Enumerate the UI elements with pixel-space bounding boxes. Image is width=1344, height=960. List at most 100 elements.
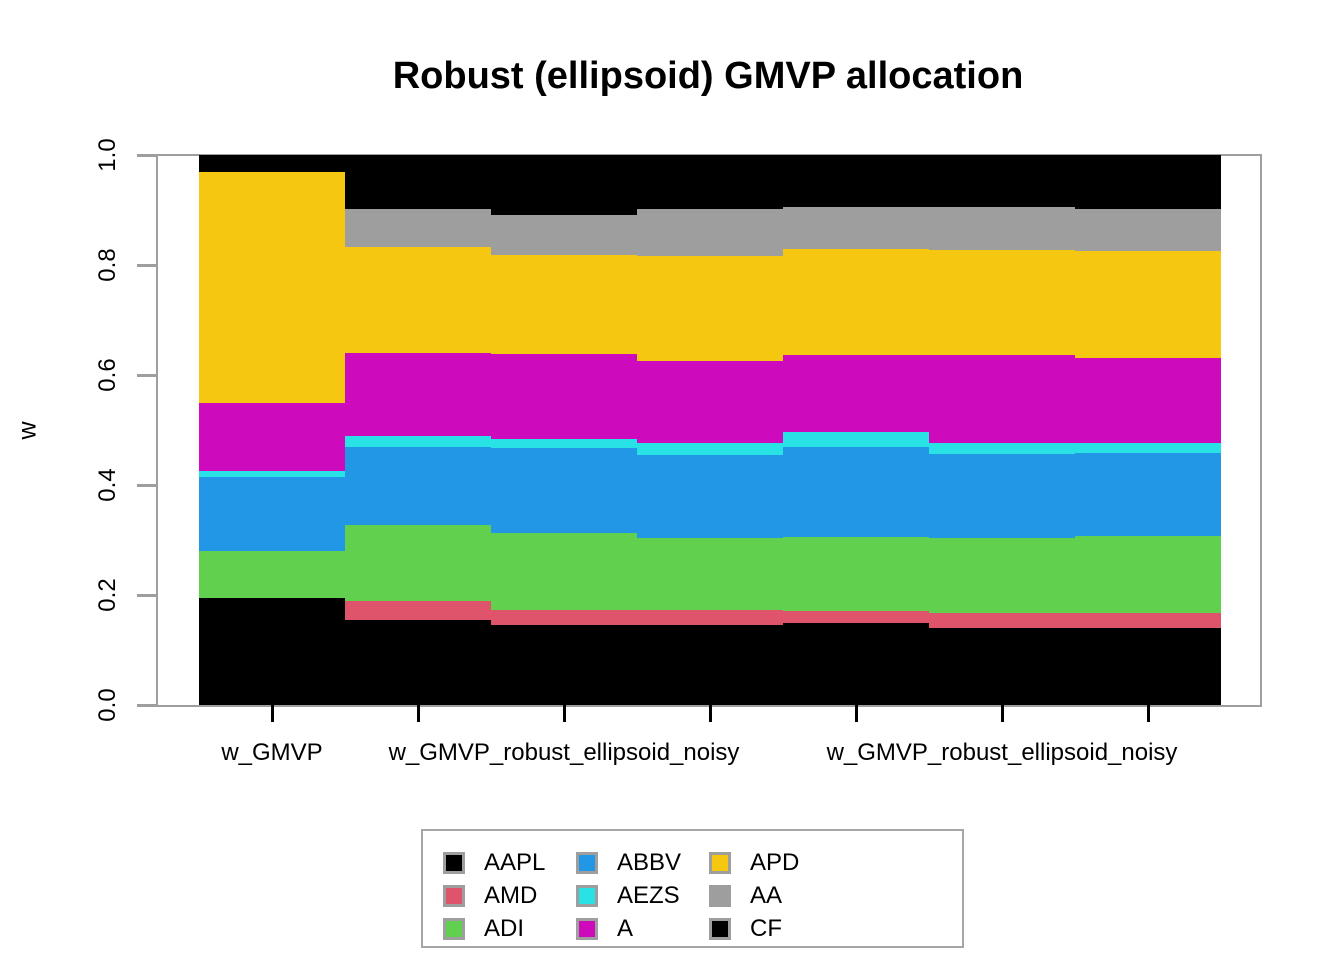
bar-segment-abbv	[929, 454, 1075, 538]
bar-segment-a	[637, 361, 783, 443]
bar-segment-amd	[1075, 613, 1221, 628]
bar-segment-aapl	[491, 625, 637, 705]
bar-segment-cf	[929, 155, 1075, 207]
legend-item-aapl: AAPL	[443, 849, 576, 877]
legend-label: APD	[750, 848, 800, 876]
bar-segment-adi	[1075, 536, 1221, 613]
x-tick	[709, 705, 712, 722]
chart-title: Robust (ellipsoid) GMVP allocation	[392, 55, 1024, 97]
y-tick	[137, 154, 157, 157]
legend-label: ADI	[484, 914, 525, 942]
y-tick-label: 0.2	[94, 578, 121, 612]
bar-segment-a	[199, 403, 345, 471]
bar-segment-a	[1075, 358, 1221, 443]
bar-segment-a	[491, 354, 637, 439]
legend-swatch-cf	[709, 917, 731, 940]
bar-segment-aa	[345, 209, 491, 247]
bar-segment-apd	[929, 250, 1075, 355]
bar-segment-cf	[1075, 155, 1221, 209]
legend-label: ABBV	[617, 848, 682, 876]
bar-segment-aezs	[491, 439, 637, 448]
bar-segment-aapl	[637, 625, 783, 705]
legend-swatch-aapl	[443, 851, 465, 874]
legend-swatch-aa	[709, 884, 731, 907]
bar-segment-amd	[929, 613, 1075, 628]
bar-segment-cf	[783, 155, 929, 207]
x-tick-label: w_GMVP_robust_ellipsoid_noisy	[826, 739, 1178, 766]
bar-segment-amd	[345, 601, 491, 620]
y-tick	[137, 594, 157, 597]
bar-segment-aapl	[929, 628, 1075, 705]
x-tick	[417, 705, 420, 722]
bar-segment-abbv	[199, 477, 345, 551]
legend-item-aezs: AEZS	[576, 882, 709, 910]
bar-segment-a	[345, 353, 491, 436]
bar-segment-aezs	[783, 432, 929, 447]
y-tick	[137, 264, 157, 267]
bar-segment-adi	[783, 537, 929, 611]
y-tick-label: 0.4	[94, 468, 121, 502]
bar-segment-apd	[1075, 251, 1221, 358]
y-tick-label: 1.0	[94, 138, 121, 172]
y-axis-title: w	[13, 421, 42, 440]
bar-segment-aa	[1075, 209, 1221, 251]
bar-segment-apd	[345, 247, 491, 353]
legend-grid: AAPL AMD ADI ABBV AEZS A APD AA CF	[443, 846, 842, 945]
bar-segment-apd	[783, 249, 929, 355]
bar-segment-adi	[491, 533, 637, 610]
y-tick	[137, 704, 157, 707]
legend-swatch-amd	[443, 884, 465, 907]
bar-segment-aezs	[199, 471, 345, 477]
legend-swatch-abbv	[576, 851, 598, 874]
legend-swatch-adi	[443, 917, 465, 940]
y-tick	[137, 484, 157, 487]
x-tick	[563, 705, 566, 722]
legend-item-a: A	[576, 915, 709, 943]
bar-segment-aezs	[637, 443, 783, 455]
legend-label: AMD	[484, 881, 538, 909]
bar-segment-adi	[345, 525, 491, 601]
y-tick-label: 0.8	[94, 248, 121, 282]
bar-segment-aezs	[929, 443, 1075, 454]
y-tick-label: 0.0	[94, 688, 121, 722]
x-tick	[1001, 705, 1004, 722]
bar-segment-adi	[929, 538, 1075, 613]
legend-label: AA	[750, 881, 783, 909]
bar-segment-aa	[491, 215, 637, 255]
bar-segment-a	[929, 355, 1075, 443]
bar-segment-apd	[637, 256, 783, 361]
legend-swatch-apd	[709, 851, 731, 874]
legend-item-amd: AMD	[443, 882, 576, 910]
bar-segment-aapl	[783, 623, 929, 705]
bar-segment-cf	[491, 155, 637, 215]
bar-segment-abbv	[345, 447, 491, 525]
legend-label: A	[617, 914, 634, 942]
bar-segment-aa	[637, 209, 783, 256]
legend-item-adi: ADI	[443, 915, 576, 943]
bar-segment-cf	[345, 155, 491, 209]
bar-segment-cf	[199, 155, 345, 172]
y-tick	[137, 374, 157, 377]
x-tick-label: w_GMVP	[221, 739, 323, 766]
bar-segment-aezs	[345, 436, 491, 447]
legend-label: CF	[750, 914, 782, 942]
legend-swatch-aezs	[576, 884, 598, 907]
bar-segment-apd	[199, 172, 345, 403]
bar-segment-aa	[929, 207, 1075, 250]
x-tick	[1147, 705, 1150, 722]
legend: AAPL AMD ADI ABBV AEZS A APD AA CF	[421, 829, 964, 948]
bar-segment-a	[783, 355, 929, 432]
bar-segment-abbv	[783, 447, 929, 537]
bar-segment-cf	[637, 155, 783, 209]
bar-segment-apd	[491, 255, 637, 354]
bar-segment-aapl	[199, 598, 345, 705]
legend-item-cf: CF	[709, 915, 842, 943]
bar-segment-aa	[783, 207, 929, 249]
bar-segment-adi	[637, 538, 783, 610]
legend-swatch-a	[576, 917, 598, 940]
bar-segment-abbv	[1075, 453, 1221, 536]
bar-segment-amd	[783, 611, 929, 623]
x-tick	[271, 705, 274, 722]
bar-segment-amd	[491, 610, 637, 625]
